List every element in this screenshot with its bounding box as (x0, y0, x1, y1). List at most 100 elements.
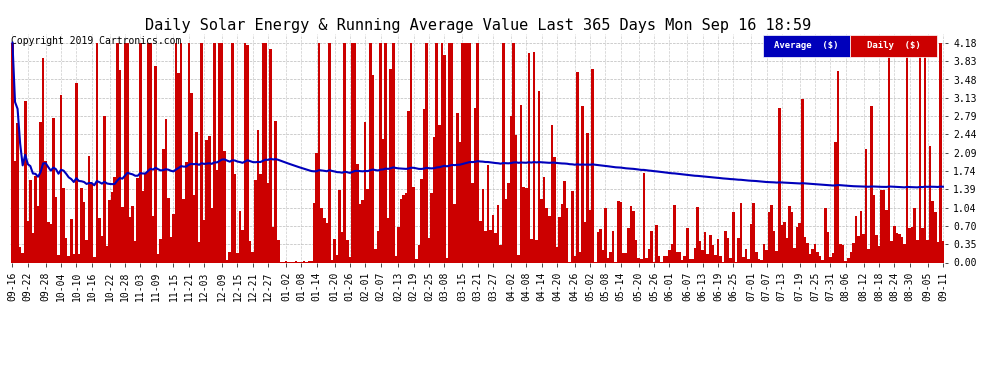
Bar (277, 240, 279, 262)
Bar (901, 237, 903, 262)
Bar (548, 216, 550, 262)
Bar (147, 43, 149, 262)
Bar (940, 43, 941, 262)
Bar (321, 208, 323, 262)
Bar (581, 106, 584, 262)
Bar (282, 261, 285, 262)
Bar (732, 213, 735, 262)
Bar (749, 224, 752, 262)
Bar (54, 197, 57, 262)
Bar (14, 161, 16, 262)
Bar (773, 231, 775, 262)
Bar (45, 161, 47, 262)
Bar (880, 190, 883, 262)
Bar (563, 182, 566, 262)
Bar (673, 205, 676, 262)
Bar (819, 256, 822, 262)
Bar (259, 174, 261, 262)
Bar (198, 243, 200, 262)
Bar (691, 259, 694, 262)
Bar (709, 236, 712, 262)
Bar (528, 53, 530, 262)
Bar (783, 222, 786, 262)
Bar (111, 192, 114, 262)
Bar (231, 43, 234, 262)
Bar (867, 249, 870, 262)
Bar (395, 256, 397, 262)
Bar (707, 254, 709, 262)
Bar (857, 236, 860, 262)
Bar (645, 258, 647, 262)
Bar (108, 200, 111, 262)
Bar (489, 230, 492, 262)
Bar (849, 252, 852, 262)
Bar (80, 188, 83, 262)
Bar (780, 225, 783, 262)
Bar (622, 254, 625, 262)
Bar (285, 261, 287, 262)
Bar (358, 204, 361, 262)
Bar (701, 251, 704, 262)
Bar (461, 43, 463, 262)
Bar (88, 156, 90, 262)
Bar (903, 244, 906, 262)
Bar (665, 256, 668, 262)
Bar (248, 240, 251, 262)
Bar (558, 217, 560, 262)
Bar (456, 113, 458, 262)
Bar (70, 219, 72, 262)
Bar (75, 82, 77, 262)
Bar (640, 258, 643, 262)
Bar (348, 257, 351, 262)
Bar (35, 176, 37, 262)
Bar (699, 241, 701, 262)
Bar (484, 231, 487, 262)
Bar (67, 256, 70, 262)
Bar (101, 237, 103, 262)
Bar (377, 231, 379, 262)
Bar (765, 250, 768, 262)
Bar (505, 199, 507, 262)
Bar (441, 43, 444, 262)
Bar (914, 208, 916, 262)
Bar (888, 43, 890, 262)
Bar (630, 206, 633, 262)
Bar (932, 201, 934, 262)
Bar (479, 221, 481, 262)
Bar (719, 256, 722, 262)
Bar (870, 106, 872, 262)
Bar (269, 50, 272, 262)
Bar (617, 201, 620, 262)
Bar (418, 245, 420, 262)
Bar (295, 261, 297, 262)
Bar (523, 187, 525, 262)
Bar (494, 233, 497, 262)
Bar (234, 174, 237, 262)
Bar (543, 177, 545, 262)
Bar (175, 43, 177, 262)
Bar (760, 260, 762, 262)
Bar (786, 238, 788, 262)
Bar (668, 250, 670, 262)
Bar (911, 227, 914, 262)
Bar (885, 210, 888, 262)
Bar (57, 255, 59, 262)
Bar (804, 237, 806, 262)
Bar (40, 122, 42, 262)
Bar (717, 239, 719, 262)
Bar (510, 116, 512, 262)
Bar (366, 189, 369, 262)
Bar (382, 140, 384, 262)
Bar (536, 240, 538, 262)
Bar (806, 243, 809, 262)
Bar (159, 239, 162, 262)
Bar (571, 191, 573, 262)
Bar (647, 249, 650, 262)
Bar (353, 43, 356, 262)
Bar (832, 253, 835, 262)
Bar (683, 256, 686, 262)
Bar (326, 223, 328, 262)
Bar (103, 116, 106, 262)
Bar (827, 232, 830, 262)
Bar (507, 183, 510, 262)
